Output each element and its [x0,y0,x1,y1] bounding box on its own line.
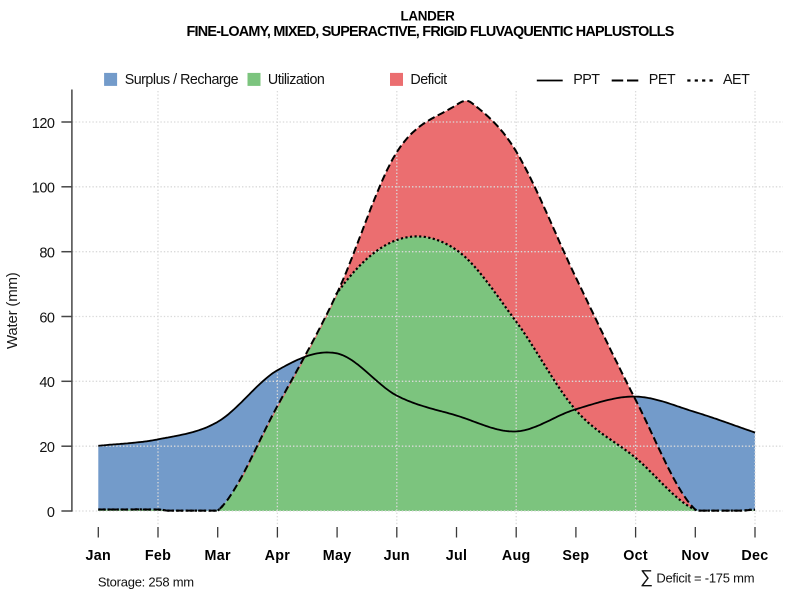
svg-text:Water (mm): Water (mm) [4,272,21,349]
svg-text:Oct: Oct [623,548,648,564]
svg-text:Jan: Jan [86,548,112,564]
svg-text:∑Deficit = -175 mm: ∑ Deficit = -175 mm [640,566,754,586]
svg-text:Deficit: Deficit [410,72,447,88]
svg-text:FINE-LOAMY, MIXED, SUPERACTIVE: FINE-LOAMY, MIXED, SUPERACTIVE, FRIGID F… [186,24,674,40]
svg-text:0: 0 [47,505,55,521]
svg-text:PPT: PPT [573,72,600,88]
svg-text:LANDER: LANDER [401,9,456,24]
svg-text:Sep: Sep [562,548,589,564]
svg-text:May: May [323,548,352,564]
svg-text:Feb: Feb [145,548,171,564]
svg-text:60: 60 [39,310,55,326]
svg-text:Storage: 258 mm: Storage: 258 mm [98,575,194,590]
svg-text:Surplus / Recharge: Surplus / Recharge [125,72,239,88]
svg-text:40: 40 [39,375,55,391]
svg-text:Dec: Dec [741,548,768,564]
svg-text:80: 80 [39,246,55,262]
svg-text:Jun: Jun [384,548,410,564]
svg-text:PET: PET [649,72,676,88]
svg-text:AET: AET [723,72,750,88]
svg-text:Nov: Nov [681,548,709,564]
svg-text:Mar: Mar [205,548,231,564]
svg-text:20: 20 [39,440,55,456]
svg-text:Jul: Jul [446,548,468,564]
svg-text:100: 100 [32,181,55,197]
svg-text:120: 120 [32,116,55,132]
svg-text:Aug: Aug [502,548,531,564]
svg-text:Utilization: Utilization [268,72,325,88]
svg-text:Apr: Apr [265,548,291,564]
